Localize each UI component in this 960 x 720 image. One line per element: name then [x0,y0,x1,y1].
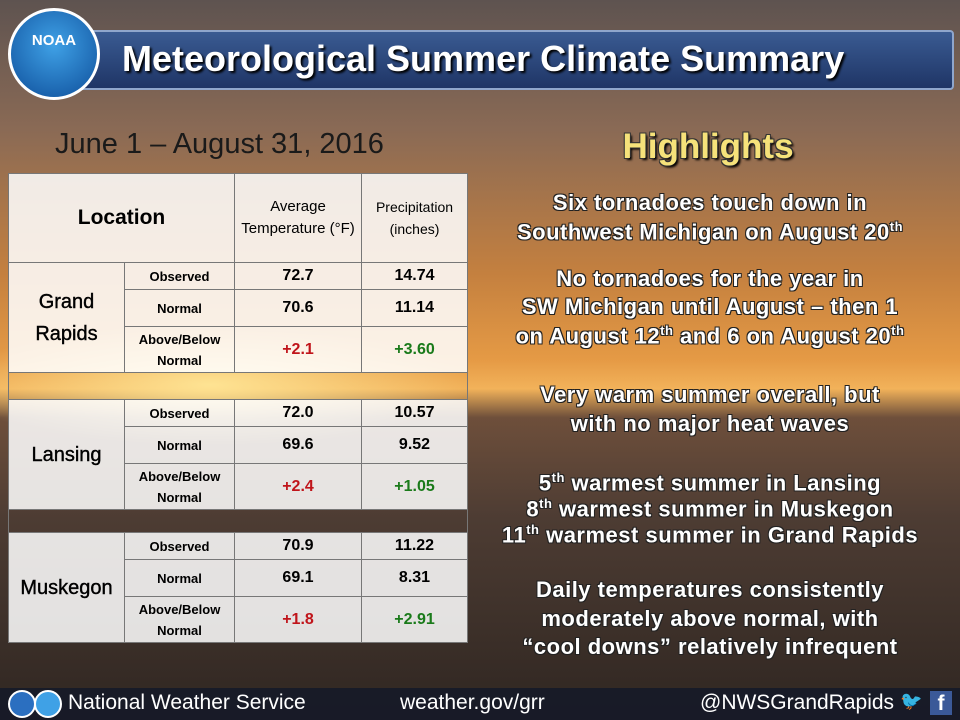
spacer-cell [8,372,468,400]
location-cell: Muskegon [8,532,125,643]
highlight-text: with no major heat waves [570,411,850,436]
highlight-text: on August 12 [515,323,661,349]
data-row: Muskegon Observed 70.9 11.22 [8,532,468,643]
temperature-cell: 72.7 [234,262,362,290]
highlight-line: Six tornadoes touch down in [460,190,960,216]
highlight-text: 5 [538,470,552,496]
temperature-cell: 70.6 [234,289,362,327]
row-label: Normal [124,559,235,597]
twitter-icon[interactable]: 🐦 [900,691,923,711]
row-label: Observed [124,532,235,560]
noaa-logo: NOAA [8,8,100,100]
highlight-line: on August 12th and 6 on August 20th [460,323,960,349]
superscript: th [660,323,674,338]
facebook-icon[interactable]: f [930,691,952,715]
highlight-text: Daily temperatures consistently [535,577,885,602]
precipitation-cell: +2.91 [361,596,468,643]
location-cell: Lansing [8,399,125,510]
highlight-line: Very warm summer overall, but [460,382,960,408]
data-row: Above/Below Normal +2.1 +3.60 [9,326,468,373]
highlight-line: “cool downs” relatively infrequent [460,634,960,660]
header-row: Location Average Temperature (°F) Precipit… [8,173,468,263]
temperature-cell: +2.4 [234,463,362,510]
precipitation-cell: 14.74 [361,262,468,290]
precipitation-cell: 8.31 [361,559,468,597]
footer-social[interactable]: @NWSGrandRapids [700,691,895,714]
highlight-text: warmest summer in Muskegon [552,496,894,522]
noaa-small-logo [34,690,62,718]
row-label: Normal [124,426,235,464]
highlight-line: Daily temperatures consistently [460,577,960,603]
precipitation-cell: +1.05 [361,463,468,510]
row-label: Normal [124,289,235,327]
header-cell: Average Temperature (°F) [234,173,362,263]
header-cell: Precipitation (inches) [361,173,468,263]
row-label: Above/Below Normal [124,326,235,373]
row-label: Above/Below Normal [124,596,235,643]
header-bar [50,30,954,90]
highlight-text: 8 [526,496,540,522]
row-label: Observed [124,399,235,427]
highlight-line: SW Michigan until August – then 1 [460,294,960,320]
superscript: th [539,496,553,511]
superscript: th [891,323,905,338]
data-row: Lansing Observed 72.0 10.57 [8,399,468,510]
highlight-text: moderately above normal, with [541,606,879,631]
row-label: Above/Below Normal [124,463,235,510]
row-label: Observed [124,262,235,290]
highlight-text: Southwest Michigan on August 20 [516,219,890,245]
spacer-row [8,509,468,533]
footer-website[interactable]: weather.gov/grr [400,691,545,714]
date-range: June 1 – August 31, 2016 [55,128,384,160]
data-row: Above/Below Normal +1.8 +2.91 [9,596,468,643]
temperature-cell: 72.0 [234,399,362,427]
highlight-text: 11 [501,522,527,548]
spacer-cell [8,509,468,533]
data-row: Normal 69.6 9.52 [9,426,468,464]
precipitation-cell: +3.60 [361,326,468,373]
highlight-line: No tornadoes for the year in [460,266,960,292]
highlight-text: and 6 on August 20 [673,323,892,349]
superscript: th [551,470,565,485]
footer-organization: National Weather Service [68,691,306,714]
superscript: th [889,219,904,234]
temperature-cell: 69.6 [234,426,362,464]
footer-bar [0,688,960,720]
highlight-line: with no major heat waves [460,411,960,437]
temperature-cell: 70.9 [234,532,362,560]
data-row: Above/Below Normal +2.4 +1.05 [9,463,468,510]
highlight-line: 11th warmest summer in Grand Rapids [460,522,960,548]
highlight-text: “cool downs” relatively infrequent [522,634,898,659]
precipitation-cell: 11.22 [361,532,468,560]
nws-logo [8,690,36,718]
temperature-cell: +2.1 [234,326,362,373]
highlight-line: moderately above normal, with [460,606,960,632]
highlight-line: 8th warmest summer in Muskegon [460,496,960,522]
highlight-text: warmest summer in Grand Rapids [539,522,919,548]
highlight-text: Six tornadoes touch down in [552,190,868,215]
header-cell: Location [8,173,235,263]
highlight-line: 5th warmest summer in Lansing [460,470,960,496]
data-row: Grand Rapids Observed 72.7 14.74 [8,262,468,373]
highlights-title: Highlights [622,127,794,166]
precipitation-cell: 10.57 [361,399,468,427]
superscript: th [526,522,540,537]
climate-table: Location Average Temperature (°F) Precipit… [8,173,468,643]
location-cell: Grand Rapids [8,262,125,373]
highlight-text: No tornadoes for the year in [556,266,864,291]
temperature-cell: 69.1 [234,559,362,597]
precipitation-cell: 9.52 [361,426,468,464]
data-row: Normal 70.6 11.14 [9,289,468,327]
highlight-line: Southwest Michigan on August 20th [460,219,960,245]
highlight-text: SW Michigan until August – then 1 [521,294,899,319]
highlight-text: Very warm summer overall, but [540,382,880,407]
title: Meteorological Summer Climate Summary [122,38,845,79]
precipitation-cell: 11.14 [361,289,468,327]
temperature-cell: +1.8 [234,596,362,643]
spacer-row [8,372,468,400]
highlight-text: warmest summer in Lansing [564,470,882,496]
